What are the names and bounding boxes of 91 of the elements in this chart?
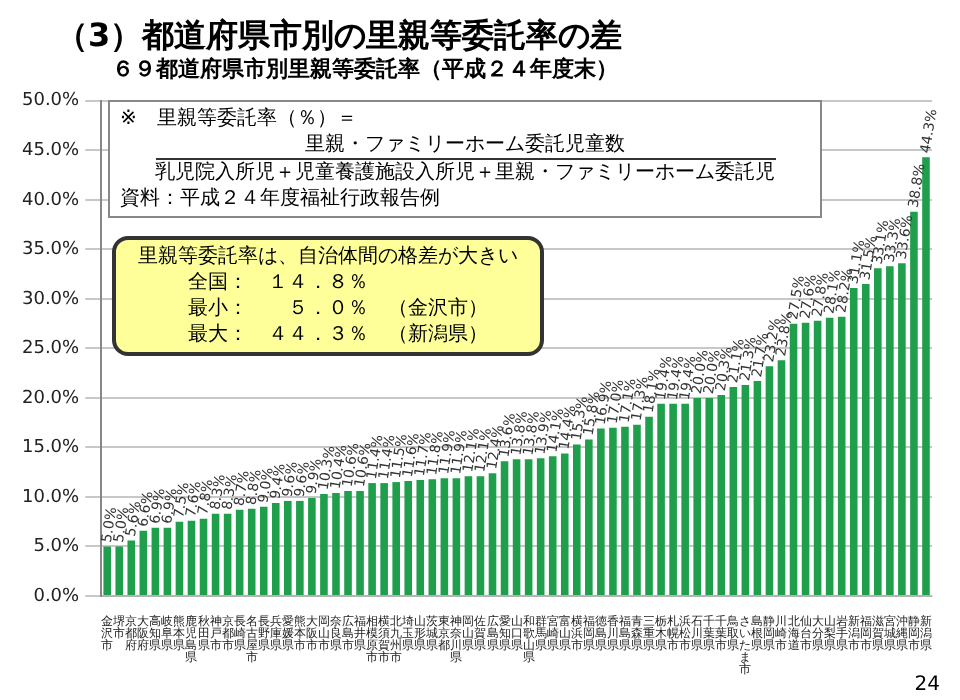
annotation: 里親・ファミリーホーム委託児童数 [155,132,775,160]
bar [645,416,653,595]
bar [573,444,581,595]
bar [886,266,894,595]
y-tick-label: 40.0% [21,190,81,211]
bar [536,458,545,595]
y-tick-label: 25.0% [21,339,81,360]
bar [693,397,701,595]
annotation: 乳児院入所児＋児童養護施設入所児＋里親・ファミリーホーム委託児 [155,160,775,186]
bar [681,403,689,595]
bar [235,509,244,595]
y-tick-label: 45.0% [21,141,81,162]
bar [428,479,437,595]
annotation: 里親等委託率は、自治体間の格差が大きい [136,244,520,270]
y-tick-label: 15.0% [21,438,81,459]
y-tick-label: 35.0% [21,240,81,261]
bar [440,478,449,595]
bar [488,473,497,595]
bar [705,397,714,595]
bar [813,320,822,595]
bar [356,491,364,595]
bar [753,381,762,595]
bar [452,478,461,595]
annotation: 最小： ５．０％ （金沢市） [186,296,490,322]
bar [669,403,677,595]
bar [849,287,858,595]
bar [500,461,509,595]
bar [910,211,918,595]
bar [621,426,629,595]
bar [308,497,316,595]
bar [211,513,220,595]
bar [247,508,256,595]
bar [271,502,280,595]
bar [585,439,593,595]
annotation: ※ 里親等委託率（％）＝ [120,106,359,132]
bar [861,284,870,595]
bar [524,459,533,595]
bar [874,268,882,595]
bar [476,476,485,595]
bar [597,428,605,595]
bar [127,540,136,595]
bar [163,527,172,595]
bar [259,506,268,595]
bar [416,480,425,595]
bar [223,513,232,595]
y-tick-label: 0.0% [33,586,81,607]
bar [175,521,184,595]
bar [825,317,834,595]
bar [548,456,557,595]
bar [741,385,750,595]
bar [789,323,798,595]
bar [151,527,160,595]
bar [199,518,208,595]
bar [512,459,521,595]
bar [320,493,328,595]
bar [284,500,292,595]
bar [404,481,413,595]
bar [560,453,569,595]
y-tick-label: 5.0% [33,537,81,558]
bar [633,424,641,595]
annotation: 最大： ４４．３％ （新潟県） [186,322,490,348]
bar [187,520,196,595]
bar [801,322,810,595]
bar [657,403,665,595]
bar [380,483,388,595]
annotation: 資料：平成２４年度福祉行政報告例 [120,186,442,212]
chart-subtitle: ６９都道府県市別里親等委託率（平成２４年度末） [112,56,620,84]
bar [837,316,846,595]
bar [368,483,376,595]
bar [296,500,304,595]
bar [344,491,352,595]
annotation: 全国： １４．８％ [186,270,370,296]
bar [139,530,148,595]
bar [609,427,617,595]
chart-title: （3）都道府県市別の里親等委託率の差 [56,16,625,56]
bar [103,546,111,595]
bar [922,157,930,595]
bar [392,482,400,595]
y-tick-label: 10.0% [21,487,81,508]
y-tick-label: 50.0% [21,91,81,112]
text: 24 [914,674,940,696]
bar [777,360,786,595]
bar [898,263,906,595]
y-tick-label: 30.0% [21,289,81,310]
bar [464,476,473,595]
bar [765,366,774,595]
y-tick-label: 20.0% [21,388,81,409]
bar [115,546,124,595]
bar [729,387,738,595]
bar [332,493,340,595]
bar [717,394,726,595]
